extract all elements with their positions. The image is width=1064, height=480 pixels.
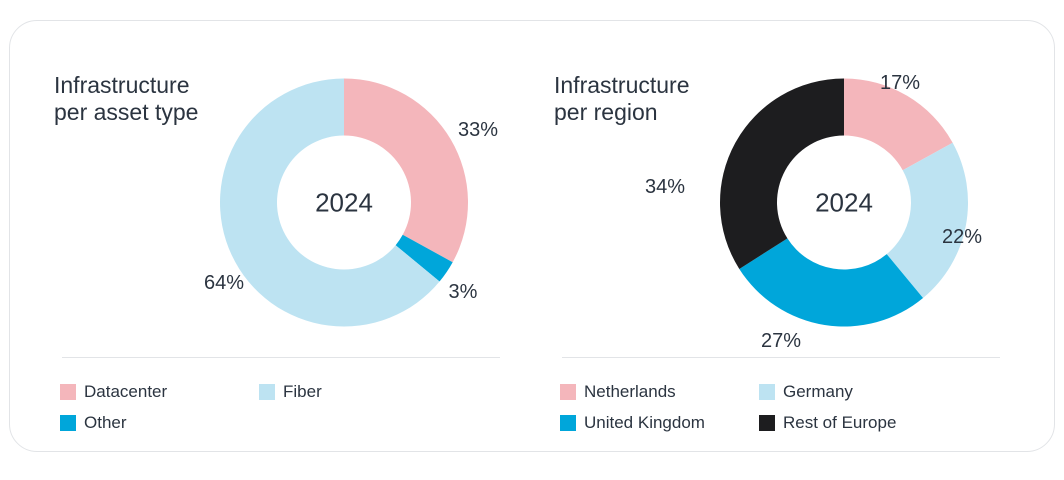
svg-text:64%: 64% (204, 272, 244, 294)
svg-text:2024: 2024 (315, 188, 373, 218)
svg-text:34%: 34% (645, 176, 685, 198)
svg-text:27%: 27% (761, 330, 801, 352)
svg-text:17%: 17% (880, 72, 920, 94)
svg-text:33%: 33% (458, 119, 498, 141)
svg-text:3%: 3% (449, 281, 478, 303)
svg-text:2024: 2024 (815, 188, 873, 218)
svg-text:22%: 22% (942, 226, 982, 248)
